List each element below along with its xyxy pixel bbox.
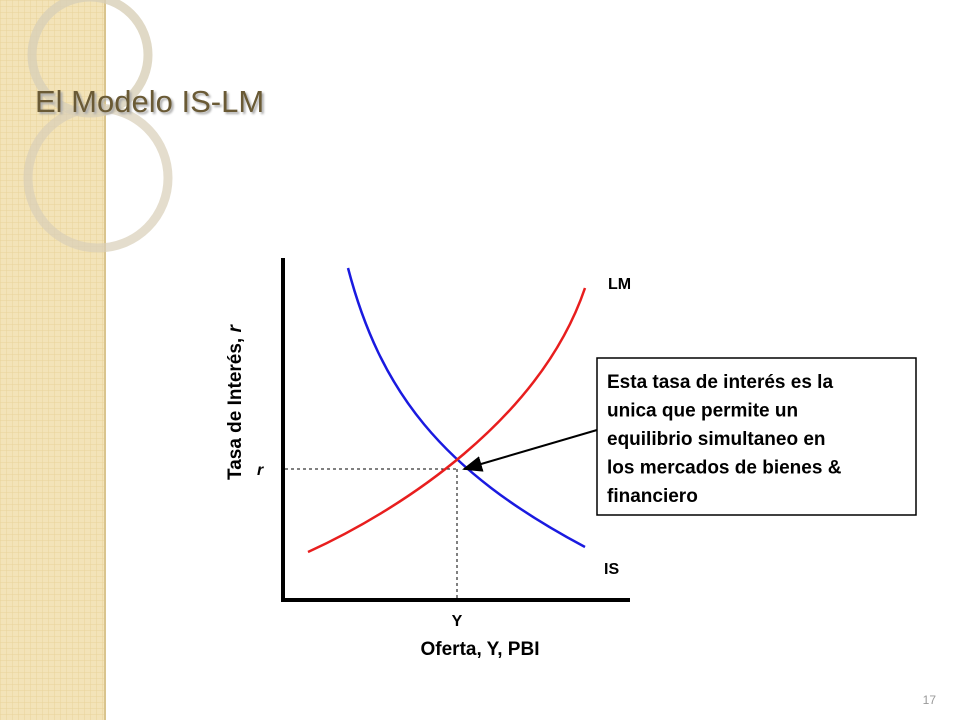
annotation-line: Esta tasa de interés es la <box>607 372 833 393</box>
deco-ring <box>27 0 153 118</box>
annotation-box <box>596 357 917 516</box>
annotation-line: unica que permite un <box>607 401 798 422</box>
page-number: 17 <box>923 693 937 707</box>
annotation-line: financiero <box>607 486 698 507</box>
curve-label: IS <box>604 561 619 578</box>
title: El Modelo IS-LM <box>35 84 264 119</box>
x-axis-label: Oferta, Y, PBI <box>421 639 540 660</box>
annotation-line: equilibrio simultaneo en <box>607 429 826 450</box>
lm-curve <box>307 287 587 554</box>
annotation-line: los mercados de bienes & <box>607 458 842 479</box>
curve-label: LM <box>608 276 631 293</box>
annotation: Esta tasa de interés es la unica que perm… <box>607 372 842 507</box>
deco-ring <box>23 103 173 253</box>
y-axis-label: Tasa de Interés, r <box>225 324 246 481</box>
y-marker: Y <box>452 613 463 630</box>
is-curve <box>346 267 586 549</box>
r-marker: r <box>257 462 264 479</box>
annotation-arrow <box>462 429 598 472</box>
